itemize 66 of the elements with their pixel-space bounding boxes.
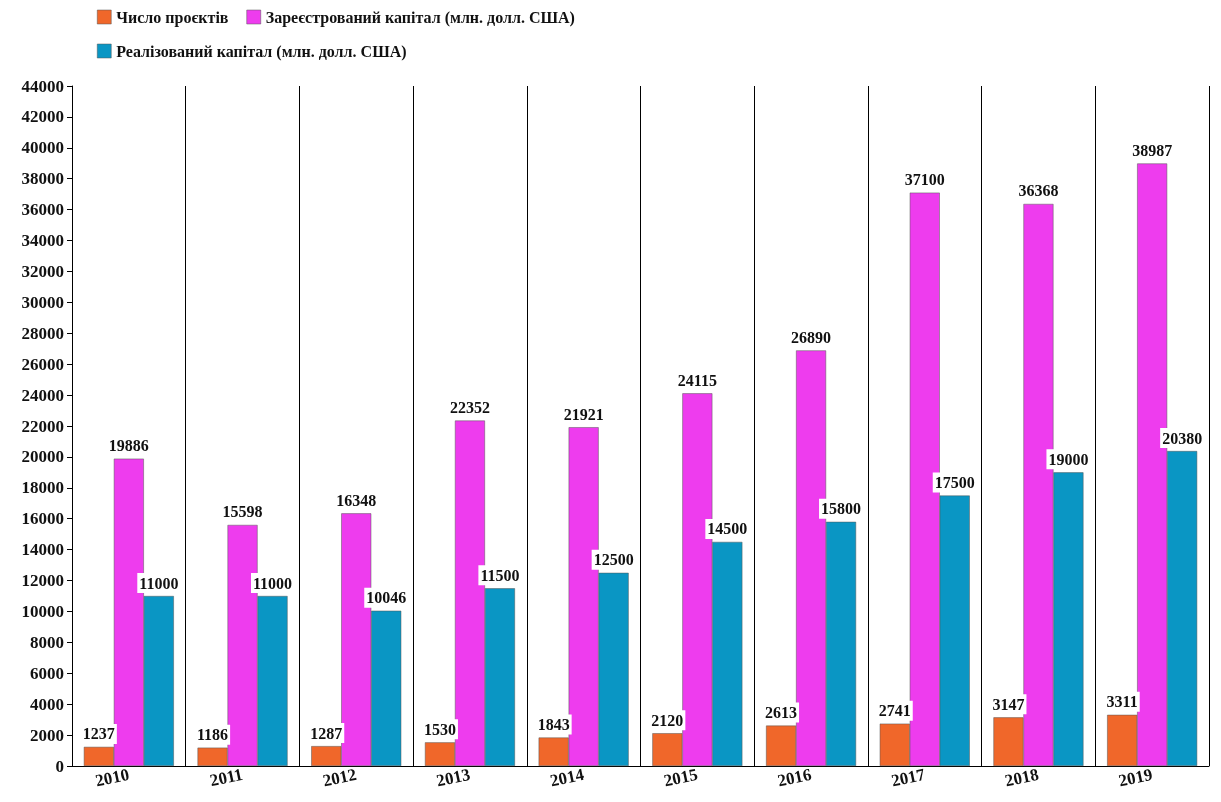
data-label: 12500 — [593, 551, 634, 569]
x-tick-label: 2011 — [208, 764, 245, 791]
y-tick-label: 6000 — [30, 663, 64, 683]
data-label: 2120 — [651, 711, 684, 729]
data-label: 21921 — [563, 405, 604, 423]
x-tick-label: 2014 — [548, 764, 587, 791]
y-tick-label: 40000 — [21, 138, 64, 158]
x-tick-label: 2013 — [434, 764, 472, 791]
y-tick-label: 36000 — [21, 200, 64, 220]
data-label: 19886 — [108, 437, 149, 455]
data-label: 2613 — [765, 704, 798, 722]
data-label: 14500 — [707, 520, 748, 538]
y-tick-label: 16000 — [21, 509, 64, 529]
x-tick-label: 2010 — [93, 764, 131, 791]
y-tick-label: 8000 — [30, 632, 64, 652]
y-tick-label: 44000 — [21, 76, 64, 96]
data-label: 11000 — [252, 574, 293, 592]
legend-label: Зареєстрований капітал (млн. долл. США) — [265, 8, 575, 27]
data-label: 16348 — [336, 491, 377, 509]
data-label: 22352 — [449, 399, 490, 417]
y-tick-label: 38000 — [21, 169, 64, 189]
y-tick-label: 20000 — [21, 447, 64, 467]
data-label: 24115 — [677, 371, 717, 389]
x-tick-label: 2015 — [662, 764, 700, 791]
data-label: 11000 — [139, 574, 179, 592]
data-label: 11500 — [480, 566, 520, 584]
y-tick-label: 10000 — [21, 601, 64, 621]
legend-label: Реалізований капітал (млн. долл. США) — [116, 42, 407, 61]
data-label: 38987 — [1132, 141, 1173, 159]
data-label: 3311 — [1106, 693, 1138, 711]
y-tick-label: 12000 — [21, 571, 64, 591]
y-tick-label: 14000 — [21, 540, 64, 560]
data-label: 15800 — [821, 500, 862, 518]
y-tick-label: 42000 — [21, 107, 64, 127]
y-tick-label: 0 — [55, 756, 64, 776]
y-tick-label: 4000 — [30, 694, 64, 714]
y-tick-label: 22000 — [21, 416, 64, 436]
data-label: 3147 — [992, 695, 1025, 713]
legend-label: Число проєктів — [116, 8, 229, 27]
data-label: 10046 — [366, 589, 407, 607]
data-label: 1186 — [196, 726, 229, 744]
data-label: 37100 — [904, 171, 945, 189]
data-label: 1530 — [423, 720, 456, 738]
x-tick-label: 2017 — [889, 764, 928, 791]
y-tick-label: 28000 — [21, 323, 64, 343]
y-tick-label: 32000 — [21, 261, 64, 281]
data-label: 1843 — [537, 716, 570, 734]
y-tick-label: 2000 — [30, 725, 64, 745]
y-tick-label: 34000 — [21, 231, 64, 251]
data-label: 1237 — [82, 725, 115, 743]
y-tick-label: 18000 — [21, 478, 64, 498]
x-tick-label: 2018 — [1003, 764, 1041, 791]
x-tick-label: 2019 — [1116, 764, 1155, 791]
data-label: 19000 — [1048, 450, 1089, 468]
data-label: 1287 — [310, 724, 343, 742]
y-tick-label: 30000 — [21, 292, 64, 312]
data-label: 20380 — [1162, 429, 1203, 447]
x-tick-label: 2016 — [775, 764, 814, 791]
data-label: 26890 — [791, 328, 832, 346]
y-tick-label: 26000 — [21, 354, 64, 374]
data-label: 36368 — [1018, 182, 1059, 200]
data-label: 17500 — [934, 474, 975, 492]
x-tick-label: 2012 — [321, 764, 359, 791]
data-label: 15598 — [222, 503, 263, 521]
y-tick-label: 24000 — [21, 385, 64, 405]
data-label: 2741 — [878, 702, 911, 720]
